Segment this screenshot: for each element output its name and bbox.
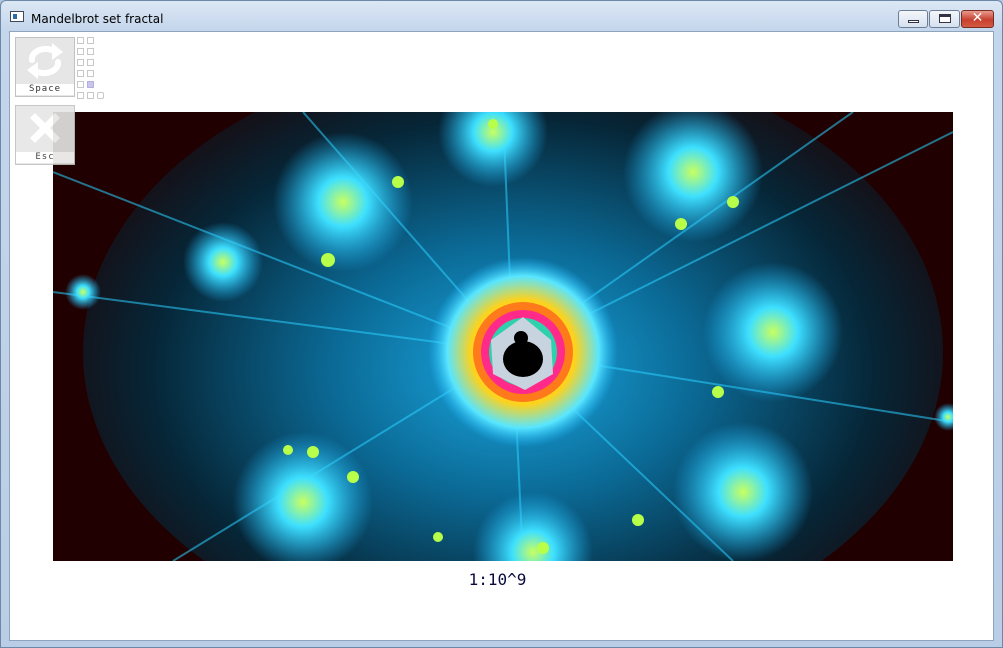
grid-cell[interactable] (77, 37, 84, 44)
grid-cell[interactable] (87, 70, 94, 77)
grid-cell[interactable] (97, 92, 104, 99)
minimize-button[interactable] (898, 10, 928, 28)
window-title: Mandelbrot set fractal (31, 12, 164, 26)
close-icon (30, 113, 60, 143)
swap-arrows-icon (27, 43, 63, 79)
fractal-canvas[interactable] (53, 112, 953, 561)
grid-cell[interactable] (77, 59, 84, 66)
close-button[interactable]: ✕ (961, 10, 994, 28)
grid-cell[interactable] (87, 59, 94, 66)
zoom-scale-label: 1:10^9 (468, 570, 527, 589)
grid-cell[interactable] (87, 92, 94, 99)
minimize-icon (908, 20, 919, 23)
title-bar[interactable]: Mandelbrot set fractal ✕ (1, 1, 1002, 31)
close-icon: ✕ (971, 10, 984, 26)
grid-cell-active[interactable] (87, 81, 94, 88)
grid-cell[interactable] (77, 70, 84, 77)
grid-cell[interactable] (87, 48, 94, 55)
grid-cell[interactable] (87, 37, 94, 44)
space-label: Space (16, 84, 74, 95)
client-area: Space Esc 1:10^9 (9, 31, 994, 641)
grid-cell[interactable] (77, 92, 84, 99)
space-button[interactable]: Space (15, 37, 75, 97)
app-icon (10, 11, 24, 22)
grid-cell[interactable] (77, 48, 84, 55)
esc-button[interactable]: Esc (15, 105, 75, 165)
maximize-icon (939, 14, 951, 23)
maximize-button[interactable] (929, 10, 960, 28)
grid-cell[interactable] (77, 81, 84, 88)
esc-label: Esc (16, 152, 74, 163)
